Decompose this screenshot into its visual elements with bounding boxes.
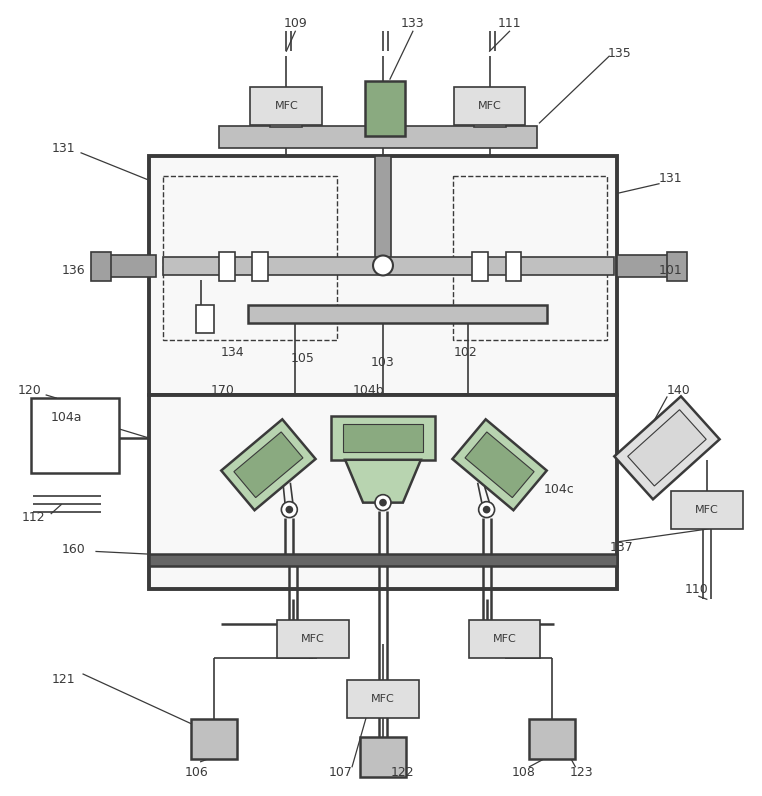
Text: 104b: 104b <box>352 384 384 396</box>
Bar <box>149 156 617 395</box>
Bar <box>375 156 391 271</box>
Text: 121: 121 <box>51 673 75 685</box>
Text: 122: 122 <box>391 767 415 779</box>
Text: 170: 170 <box>210 384 235 396</box>
Circle shape <box>281 501 297 517</box>
Bar <box>453 87 526 125</box>
Bar <box>469 620 540 658</box>
Bar <box>331 416 435 460</box>
Bar <box>248 306 547 323</box>
Polygon shape <box>465 432 534 498</box>
Text: MFC: MFC <box>493 634 517 644</box>
Text: MFC: MFC <box>371 694 395 704</box>
Bar <box>360 737 406 777</box>
Bar <box>190 719 236 759</box>
Text: 105: 105 <box>290 352 314 365</box>
Polygon shape <box>614 396 719 499</box>
Bar <box>91 252 111 282</box>
Text: 101: 101 <box>659 264 683 277</box>
Bar <box>149 555 617 567</box>
Text: 107: 107 <box>328 767 352 779</box>
Text: 131: 131 <box>51 142 75 155</box>
Bar <box>453 176 607 340</box>
Bar <box>472 252 488 282</box>
Bar <box>251 87 322 125</box>
Text: 120: 120 <box>18 384 41 396</box>
Text: 136: 136 <box>61 264 85 277</box>
Text: 109: 109 <box>283 17 307 29</box>
Text: 131: 131 <box>659 172 683 185</box>
Circle shape <box>380 500 386 505</box>
Bar <box>31 398 119 473</box>
Text: 111: 111 <box>498 17 521 29</box>
Text: 108: 108 <box>511 767 536 779</box>
Bar <box>474 121 505 127</box>
Text: 134: 134 <box>221 345 245 359</box>
Bar <box>101 256 155 278</box>
Bar <box>149 395 617 589</box>
Bar <box>617 256 672 278</box>
Text: 135: 135 <box>607 47 631 60</box>
Text: 103: 103 <box>371 356 395 369</box>
Bar <box>667 252 687 282</box>
Circle shape <box>287 506 293 513</box>
Text: 123: 123 <box>569 767 593 779</box>
Circle shape <box>484 506 490 513</box>
Polygon shape <box>234 432 303 498</box>
Bar <box>163 257 614 275</box>
Text: 160: 160 <box>61 543 85 556</box>
Circle shape <box>373 256 393 275</box>
Text: 110: 110 <box>685 583 709 596</box>
Bar <box>671 490 743 529</box>
Text: 102: 102 <box>454 345 478 359</box>
Bar <box>196 306 213 334</box>
Text: 137: 137 <box>610 541 633 554</box>
Bar <box>252 252 268 282</box>
Bar <box>505 252 521 282</box>
Bar <box>365 81 405 136</box>
Circle shape <box>479 501 495 517</box>
Bar <box>277 620 349 658</box>
Bar <box>530 719 575 759</box>
Polygon shape <box>345 460 421 502</box>
Text: MFC: MFC <box>478 101 501 111</box>
Bar <box>219 252 235 282</box>
Text: MFC: MFC <box>274 101 298 111</box>
Bar <box>271 121 303 127</box>
Text: MFC: MFC <box>302 634 325 644</box>
Text: 140: 140 <box>667 384 691 396</box>
Bar <box>219 126 537 148</box>
Polygon shape <box>453 419 547 510</box>
Text: 112: 112 <box>21 511 45 524</box>
Text: 106: 106 <box>185 767 209 779</box>
Text: 104c: 104c <box>544 483 575 496</box>
Bar <box>343 424 423 452</box>
Text: MFC: MFC <box>695 505 719 514</box>
Bar <box>347 680 419 718</box>
Bar <box>163 176 337 340</box>
Polygon shape <box>628 410 706 486</box>
Polygon shape <box>221 419 315 510</box>
Circle shape <box>375 494 391 510</box>
Text: 133: 133 <box>401 17 424 29</box>
Text: 104a: 104a <box>50 412 82 424</box>
